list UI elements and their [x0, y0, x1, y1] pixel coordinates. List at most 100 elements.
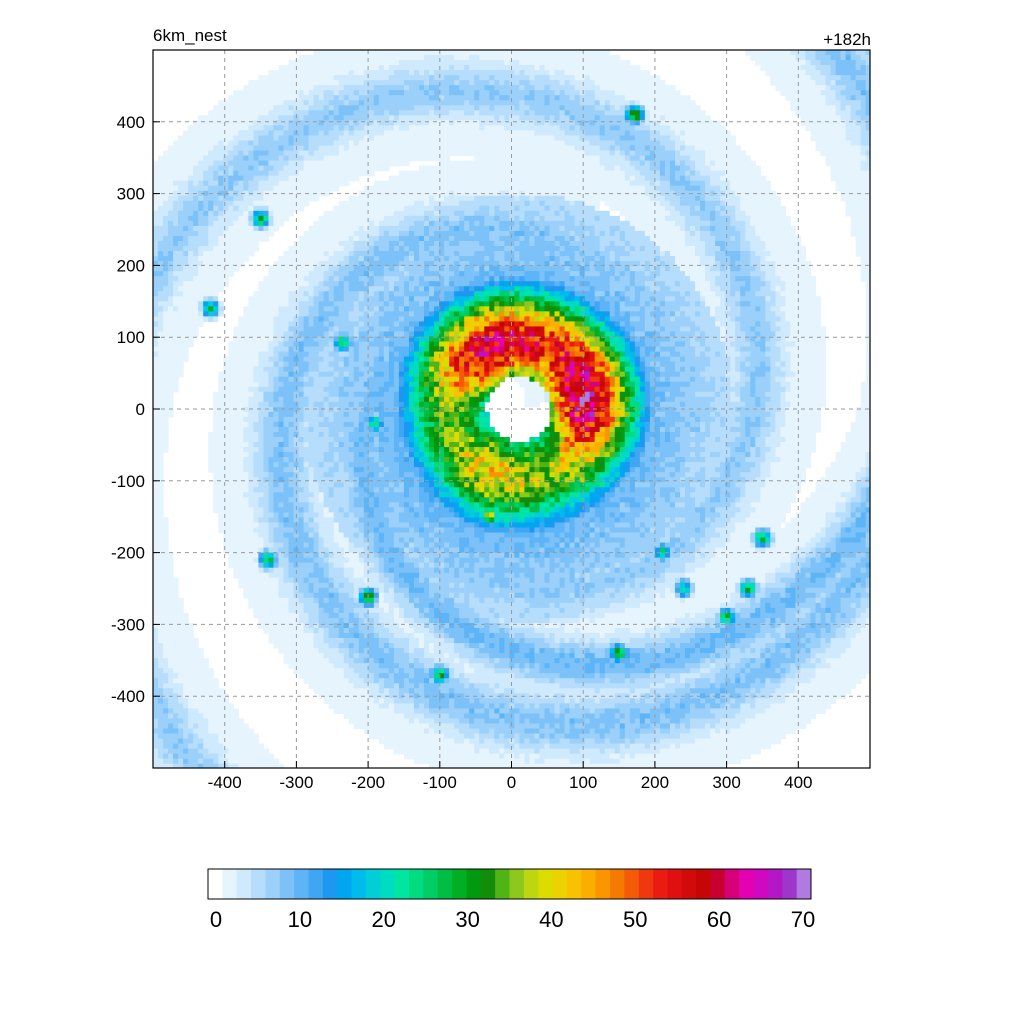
field-cell — [213, 105, 219, 111]
field-cell — [464, 230, 470, 237]
field-cell — [649, 100, 656, 106]
field-cell — [579, 60, 586, 66]
field-cell — [639, 225, 646, 232]
field-cell — [494, 80, 500, 86]
field-cell — [489, 230, 495, 237]
field-cell — [218, 256, 224, 262]
field-cell — [238, 90, 244, 96]
field-cell — [584, 150, 591, 157]
field-cell — [599, 205, 606, 212]
field-cell — [629, 190, 636, 197]
field-cell — [218, 100, 224, 106]
field-cell — [715, 155, 721, 162]
field-cell — [429, 195, 435, 202]
field-cell — [594, 125, 601, 132]
field-cell — [770, 60, 776, 66]
field-cell — [408, 70, 415, 76]
field-cell — [825, 160, 832, 167]
field-cell — [559, 200, 566, 207]
field-cell — [484, 230, 490, 237]
field-cell — [253, 150, 259, 157]
field-cell — [434, 65, 440, 71]
field-cell — [599, 145, 606, 152]
field-cell — [624, 230, 631, 237]
field-cell — [715, 125, 721, 132]
field-cell — [278, 210, 285, 217]
field-cell — [609, 55, 616, 61]
field-cell — [398, 90, 405, 96]
field-cell — [449, 135, 455, 142]
field-cell — [830, 65, 837, 71]
field-cell — [469, 145, 475, 152]
field-cell — [690, 225, 696, 232]
field-cell — [539, 150, 546, 157]
field-cell — [604, 75, 611, 81]
field-cell — [619, 200, 626, 207]
field-cell — [464, 195, 470, 202]
field-cell — [529, 195, 536, 202]
field-cell — [348, 125, 355, 132]
field-cell — [549, 240, 556, 247]
field-cell — [604, 145, 611, 152]
field-cell — [378, 110, 385, 116]
field-cell — [865, 175, 870, 182]
field-cell — [373, 105, 380, 111]
field-cell — [725, 165, 731, 172]
field-cell — [745, 220, 751, 227]
field-cell — [564, 246, 571, 252]
field-cell — [524, 50, 531, 56]
field-cell — [303, 75, 310, 81]
field-cell — [158, 246, 164, 252]
field-cell — [293, 70, 300, 76]
field-cell — [639, 115, 646, 121]
field-cell — [233, 140, 239, 147]
field-cell — [619, 256, 626, 262]
field-cell — [373, 261, 380, 267]
field-cell — [293, 246, 300, 252]
field-cell — [700, 115, 706, 121]
field-cell — [484, 65, 490, 71]
field-cell — [564, 70, 571, 76]
field-cell — [158, 235, 164, 242]
field-cell — [594, 215, 601, 222]
field-cell — [654, 75, 661, 81]
field-cell — [604, 240, 611, 247]
field-cell — [338, 75, 345, 81]
field-cell — [499, 135, 505, 142]
field-cell — [153, 170, 159, 177]
field-cell — [695, 130, 701, 137]
field-cell — [328, 85, 335, 91]
field-cell — [343, 105, 350, 111]
field-cell — [474, 261, 480, 267]
field-cell — [730, 195, 736, 202]
field-cell — [589, 105, 596, 111]
field-cell — [454, 261, 460, 267]
field-cell — [318, 100, 325, 106]
field-cell — [444, 135, 450, 142]
field-cell — [208, 165, 214, 172]
field-cell — [213, 235, 219, 242]
field-cell — [318, 251, 325, 257]
field-cell — [860, 105, 867, 111]
field-cell — [368, 210, 375, 217]
field-cell — [579, 180, 586, 187]
field-cell — [333, 256, 340, 262]
field-cell — [534, 155, 541, 162]
field-cell — [358, 261, 365, 267]
field-cell — [725, 175, 731, 182]
field-cell — [629, 110, 636, 116]
field-cell — [690, 210, 696, 217]
field-cell — [579, 150, 586, 157]
field-cell — [434, 195, 440, 202]
field-cell — [735, 145, 741, 152]
field-cell — [574, 90, 581, 96]
field-cell — [494, 70, 500, 76]
field-cell — [449, 175, 455, 182]
field-cell — [685, 145, 691, 152]
field-cell — [599, 225, 606, 232]
field-cell — [419, 135, 425, 142]
field-cell — [710, 200, 716, 207]
field-cell — [584, 145, 591, 152]
field-cell — [715, 220, 721, 227]
field-cell — [529, 70, 536, 76]
